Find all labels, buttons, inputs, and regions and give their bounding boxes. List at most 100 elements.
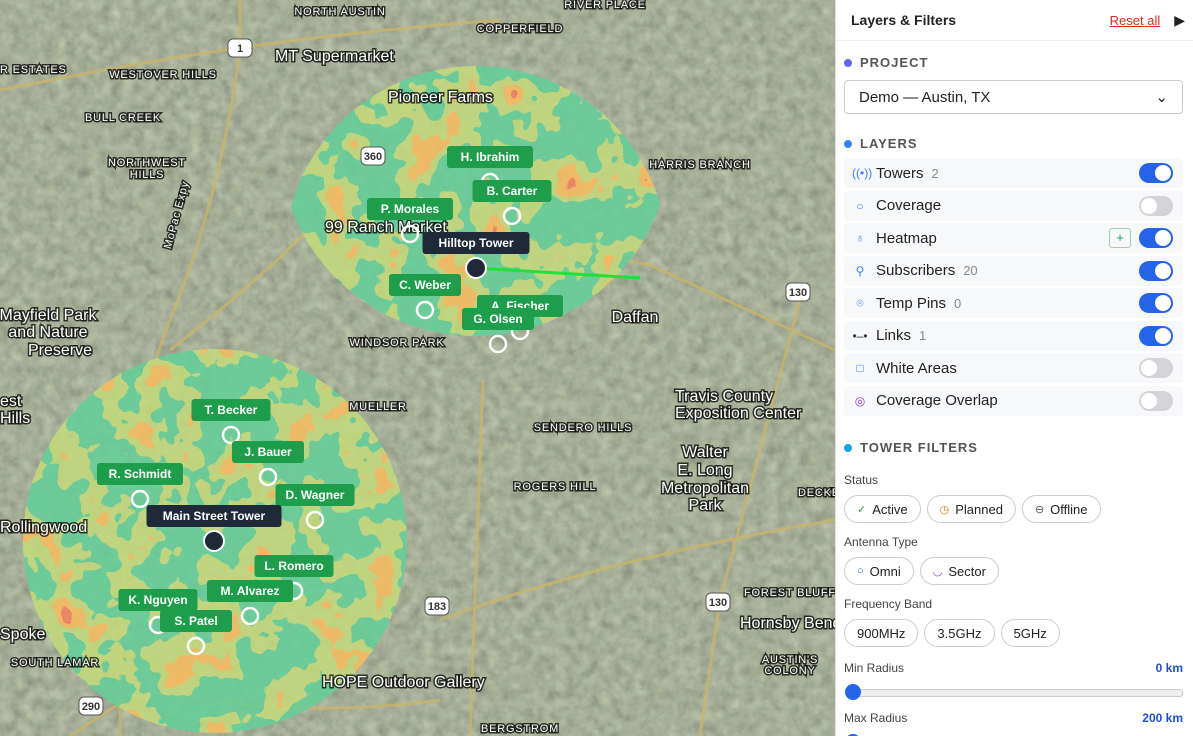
subscriber-marker[interactable] — [130, 489, 150, 509]
filter-chip[interactable]: ✓ Active — [844, 495, 921, 523]
filter-chip[interactable]: 5GHz — [1000, 619, 1060, 647]
place-label: est — [0, 393, 22, 410]
layer-name: White Areas — [876, 359, 957, 377]
range-header: Max Radius 200 km — [836, 697, 1193, 725]
subscriber-name: S. Patel — [174, 614, 217, 628]
project-select[interactable]: Demo — Austin, TX ⌄ — [844, 80, 1183, 114]
layer-toggle[interactable] — [1139, 163, 1173, 183]
subscriber-label — [472, 180, 552, 202]
subscriber-name: M. Alvarez — [221, 584, 280, 598]
map[interactable]: NORTH AUSTIN COPPERFIELD RIVER PLACE MT Sup… — [0, 0, 835, 736]
layer-count: 20 — [963, 263, 978, 278]
subscriber-marker[interactable] — [186, 636, 206, 656]
layer-icon: ♁ — [855, 231, 865, 245]
chip-icon: ○ — [857, 565, 864, 577]
place-label: R ESTATES — [0, 64, 67, 76]
subscriber-label — [462, 308, 534, 330]
road-shield-label: 1 — [237, 43, 243, 55]
subscriber-marker[interactable] — [258, 467, 278, 487]
filter-chips: 900MHz 3.5GHz 5GHz — [836, 619, 1193, 647]
place-label: MT Supermarket — [275, 48, 394, 65]
layer-toggle[interactable] — [1139, 260, 1173, 281]
road-shield-label: 130 — [709, 597, 727, 609]
chevron: ⌄ — [1155, 89, 1168, 106]
subscriber-name: B. Carter — [487, 184, 538, 198]
reset-link[interactable]: Reset all — [1109, 12, 1161, 28]
place-label: BULL CREEK — [85, 112, 161, 124]
filter-chip[interactable]: ◡ Sector — [919, 557, 999, 585]
place-label: Rollingwood — [0, 519, 87, 536]
place-label: DECKER — [798, 487, 835, 499]
subscriber-marker[interactable] — [488, 334, 508, 354]
subscriber-marker[interactable] — [221, 425, 241, 445]
layer-icon: ((•)) — [852, 166, 873, 180]
filter-chips: ○ Omni ◡ Sector — [836, 557, 1193, 585]
subscriber-name: G. Olsen — [473, 312, 522, 326]
place-label: Preserve — [28, 342, 92, 359]
place-label: NORTHWEST — [108, 157, 186, 169]
layer-toggle[interactable] — [1139, 293, 1173, 313]
panel-header: Layers & Filters Reset all ▶ — [836, 0, 1193, 41]
place-label: AUSTIN'S — [762, 654, 818, 666]
chip-label: 3.5GHz — [937, 625, 982, 641]
subscriber-label — [447, 146, 533, 168]
filter-label: Status — [844, 473, 879, 487]
filter-chip[interactable]: ⊖ Offline — [1021, 495, 1101, 523]
layer-toggle[interactable] — [1139, 195, 1173, 216]
subscriber-marker[interactable] — [400, 224, 420, 244]
layer-name: Links — [876, 327, 912, 344]
subscriber-marker[interactable] — [305, 510, 325, 530]
filter-chip[interactable]: ○ Omni — [844, 557, 914, 585]
filter-label: Frequency Band — [844, 597, 933, 611]
subscriber-marker[interactable] — [415, 300, 435, 320]
road-shield-label: 290 — [82, 701, 100, 713]
place-label: Spoke — [0, 626, 45, 643]
range-label: Max Radius — [844, 711, 908, 725]
subscriber-label — [232, 441, 304, 463]
road-shield-label: 360 — [364, 151, 382, 163]
place-label: and Nature — [8, 324, 87, 341]
subscriber-name: D. Wagner — [286, 488, 345, 502]
add-button[interactable]: + — [1109, 228, 1131, 248]
subscriber-marker[interactable] — [502, 206, 522, 226]
layer-toggle[interactable] — [1139, 358, 1173, 378]
tower-label — [146, 505, 282, 527]
place-label: Travis County — [675, 388, 773, 405]
place-label: E. Long — [677, 462, 732, 479]
layer-row: ((•)) Towers 2 — [844, 158, 1183, 188]
layer-name: Towers — [876, 164, 924, 182]
place-label: WESTOVER HILLS — [109, 69, 217, 81]
chip-label: 5GHz — [1013, 625, 1047, 641]
filter-chip[interactable]: 900MHz — [844, 619, 919, 647]
chip-label: Offline — [1050, 501, 1088, 517]
layer-icon: •–• — [852, 328, 868, 343]
layer-name: Subscribers — [876, 262, 956, 279]
road-shield — [360, 146, 386, 166]
layer-name: Coverage — [876, 197, 942, 214]
place-label: HARRIS BRANCH — [649, 159, 750, 171]
subscriber-label — [160, 610, 232, 632]
road-shield-label: 130 — [789, 287, 807, 299]
subscriber-marker[interactable] — [240, 606, 260, 626]
tower-marker[interactable] — [203, 530, 225, 552]
chip-icon: ◡ — [932, 565, 943, 578]
chip-icon: ✓ — [857, 503, 867, 516]
place-label: Mayfield Park — [0, 307, 97, 324]
place-label: SENDERO HILLS — [534, 422, 632, 434]
layer-count: 1 — [919, 328, 927, 343]
section-dot — [844, 139, 852, 148]
subscriber-label — [207, 580, 293, 602]
layer-toggle[interactable] — [1139, 228, 1173, 248]
tower-marker[interactable] — [465, 257, 487, 279]
subscriber-label — [118, 589, 198, 611]
filter-chip[interactable]: 3.5GHz — [924, 619, 995, 647]
subscriber-name: R. Schmidt — [109, 467, 172, 481]
range-slider[interactable] — [845, 684, 1183, 700]
layer-toggle[interactable] — [1139, 390, 1173, 411]
place-label: NORTH AUSTIN — [294, 6, 385, 18]
filter-chip[interactable]: ◷ Planned — [926, 495, 1016, 523]
chip-label: Active — [872, 501, 908, 517]
collapse-arrow[interactable]: ▶ — [1174, 11, 1185, 28]
layer-toggle[interactable] — [1139, 325, 1173, 346]
